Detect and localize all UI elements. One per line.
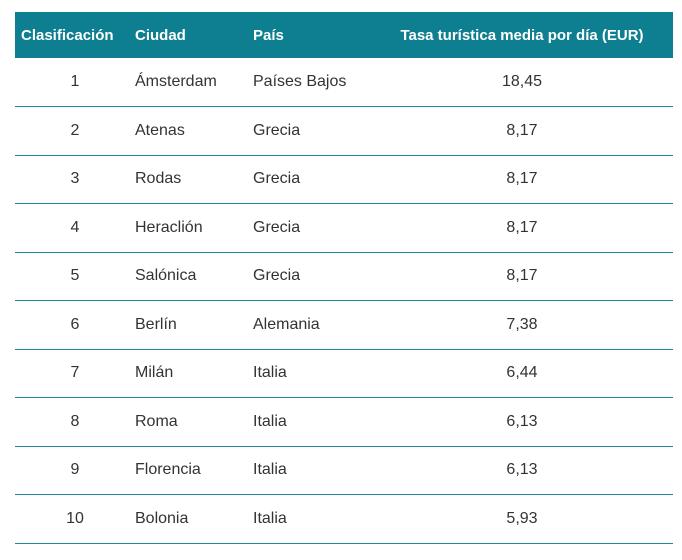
cell-city: Ámsterdam: [135, 73, 217, 90]
table-row: 1 Ámsterdam Países Bajos 18,45: [15, 58, 673, 107]
cell-country: Italia: [253, 509, 287, 527]
cell-city: Atenas: [135, 121, 185, 139]
cell-city: Rodas: [135, 170, 182, 188]
table-header: Clasificación Ciudad País Tasa turística…: [15, 12, 673, 58]
cell-rank: 1: [70, 73, 80, 90]
table-row: 6 Berlín Alemania 7,38: [15, 301, 673, 349]
cell-country: Italia: [253, 461, 287, 479]
table-row: 7 Milán Italia 6,44: [15, 349, 673, 398]
cell-city: Berlín: [135, 315, 177, 333]
header-city: Ciudad: [135, 26, 186, 44]
cell-tax-rate: 18,45: [501, 73, 543, 90]
cell-tax-rate: 8,17: [506, 170, 538, 188]
cell-tax-rate: 8,17: [506, 121, 538, 139]
cell-country: Grecia: [253, 121, 301, 139]
tourist-tax-table: Clasificación Ciudad País Tasa turística…: [15, 12, 673, 544]
cell-city: Bolonia: [135, 509, 189, 527]
cell-rank: 8: [70, 412, 80, 430]
cell-rank: 6: [70, 315, 80, 333]
cell-city: Roma: [135, 412, 178, 430]
cell-country: Alemania: [253, 315, 320, 333]
cell-tax-rate: 8,17: [506, 218, 538, 236]
header-tax-rate: Tasa turística media por día (EUR): [400, 26, 644, 44]
table-row: 10 Bolonia Italia 5,93: [15, 495, 673, 543]
cell-rank: 2: [70, 121, 80, 139]
cell-country: Italia: [253, 364, 287, 382]
cell-tax-rate: 7,38: [506, 315, 538, 333]
cell-tax-rate: 8,17: [506, 267, 538, 285]
cell-rank: 5: [70, 267, 80, 285]
tourist-tax-table-container: Clasificación Ciudad País Tasa turística…: [15, 12, 673, 544]
header-country: País: [253, 26, 284, 44]
cell-rank: 10: [66, 509, 84, 527]
cell-country: Grecia: [253, 218, 301, 236]
cell-country: Grecia: [253, 267, 301, 285]
table-row: 3 Rodas Grecia 8,17: [15, 155, 673, 204]
table-row: 2 Atenas Grecia 8,17: [15, 107, 673, 155]
cell-rank: 4: [70, 218, 80, 236]
table-row: 9 Florencia Italia 6,13: [15, 446, 673, 495]
cell-city: Salónica: [135, 267, 197, 285]
table-header-row: Clasificación Ciudad País Tasa turística…: [15, 12, 673, 58]
cell-rank: 9: [70, 461, 80, 479]
cell-rank: 3: [70, 170, 80, 188]
cell-city: Milán: [135, 364, 174, 382]
cell-country: Italia: [253, 412, 287, 430]
header-rank: Clasificación: [21, 26, 114, 44]
table-row: 4 Heraclión Grecia 8,17: [15, 204, 673, 252]
cell-tax-rate: 6,13: [506, 412, 538, 430]
cell-country: Países Bajos: [253, 73, 347, 90]
cell-city: Heraclión: [135, 218, 203, 236]
table-row: 8 Roma Italia 6,13: [15, 398, 673, 446]
cell-country: Grecia: [253, 170, 301, 188]
table-body: 1 Ámsterdam Países Bajos 18,45 2 Atenas …: [15, 58, 673, 543]
table-row: 5 Salónica Grecia 8,17: [15, 252, 673, 301]
cell-tax-rate: 6,44: [506, 364, 538, 382]
cell-rank: 7: [70, 364, 80, 382]
cell-tax-rate: 5,93: [506, 509, 538, 527]
cell-tax-rate: 6,13: [506, 461, 538, 479]
cell-city: Florencia: [135, 461, 201, 479]
